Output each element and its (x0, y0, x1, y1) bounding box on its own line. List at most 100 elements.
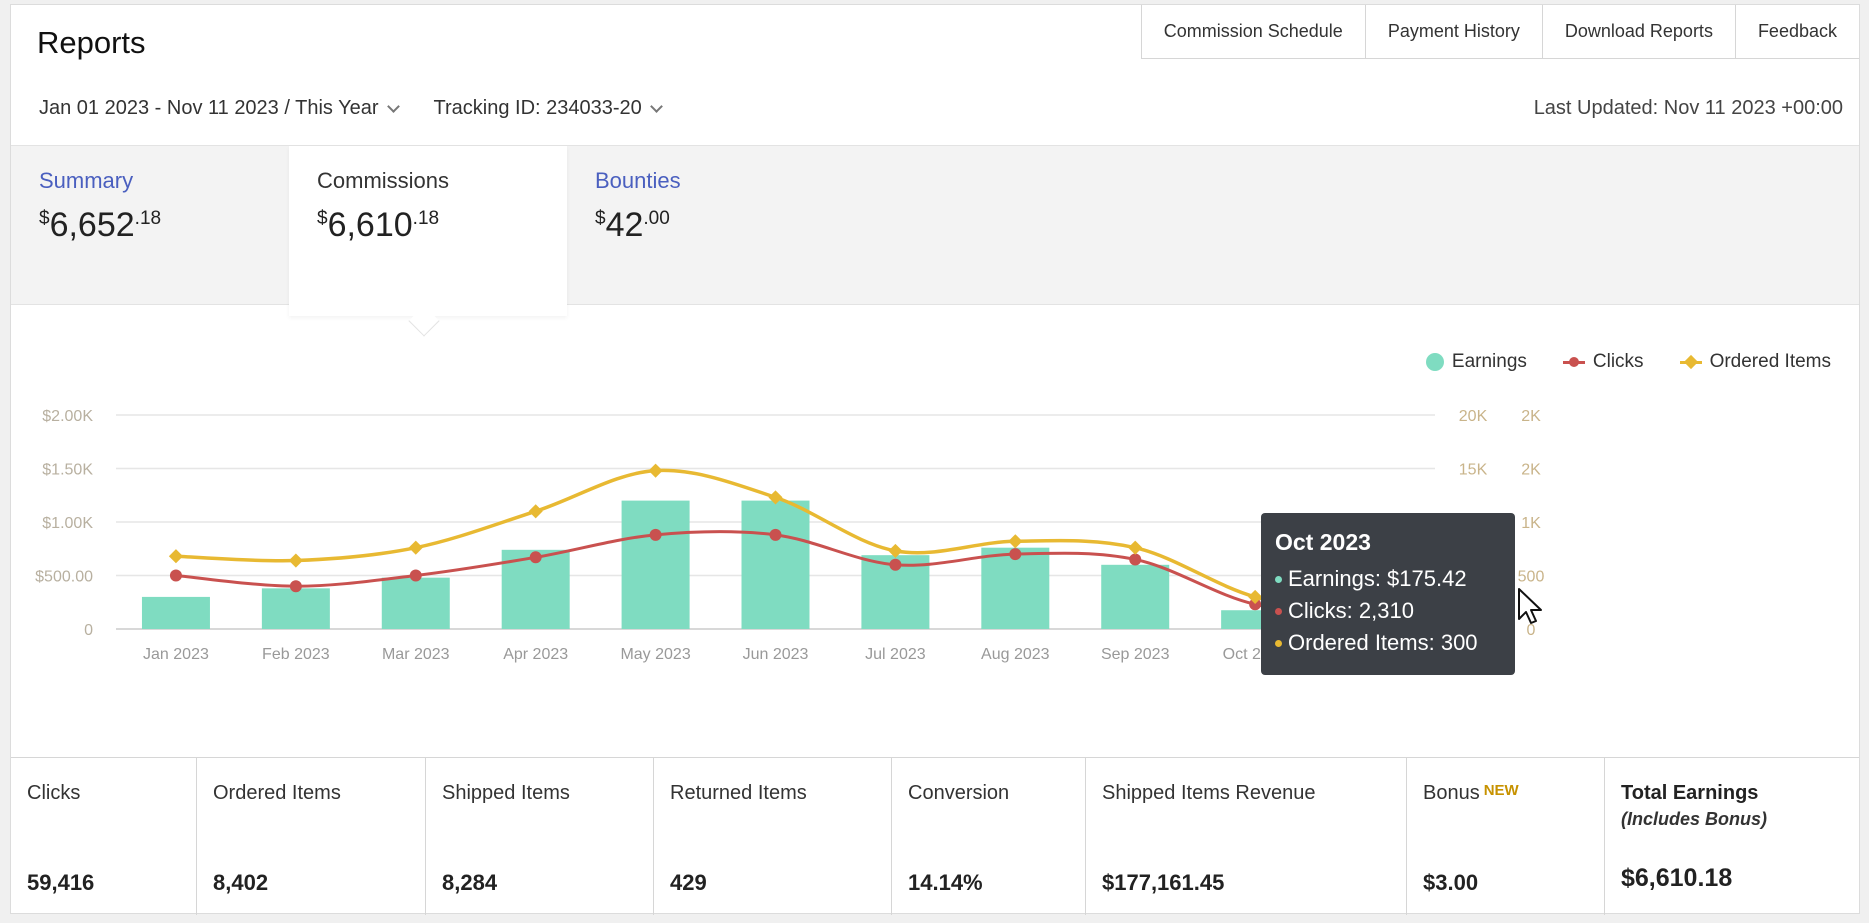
ordered-items-point (168, 549, 184, 564)
stat-total-earnings: Total Earnings (Includes Bonus) $6,610.1… (1605, 758, 1859, 915)
y-right-items-tick-label: 1K (1521, 515, 1541, 532)
y-right-items-tick-label: 2K (1521, 408, 1541, 425)
tab-bounties[interactable]: Bounties $ 42 .00 (567, 146, 845, 306)
tracking-id-label: Tracking ID: 234033-20 (433, 97, 642, 119)
stat-bonus-label-row: Bonus NEW (1423, 782, 1588, 805)
ordered-items-point (408, 540, 423, 555)
payment-history-link[interactable]: Payment History (1364, 5, 1542, 59)
clicks-point (529, 551, 542, 564)
stat-bonus: Bonus NEW $3.00 (1407, 758, 1605, 915)
stat-clicks-label: Clicks (27, 782, 81, 804)
earnings-bar (381, 577, 450, 629)
tab-summary-label: Summary (39, 168, 134, 193)
tooltip-ordered: Ordered Items: 300 (1288, 630, 1478, 655)
ordered-items-point (648, 463, 663, 478)
tab-commissions[interactable]: Commissions $ 6,610 .18 (289, 146, 567, 316)
legend-clicks-swatch (1562, 356, 1585, 367)
stat-total-sub: (Includes Bonus) (1621, 809, 1768, 829)
amount-whole: 6,610 (327, 206, 413, 244)
ordered-items-point (768, 490, 783, 505)
x-tick-label: Mar 2023 (382, 646, 450, 663)
new-badge: NEW (1483, 782, 1519, 799)
tracking-id-dropdown[interactable]: Tracking ID: 234033-20 (433, 97, 663, 120)
y-left-tick-label: $1.00K (42, 515, 93, 532)
stat-clicks-value: 59,416 (27, 870, 95, 895)
stat-total-value: $6,610.18 (1621, 864, 1733, 892)
stat-clicks: Clicks 59,416 (11, 758, 197, 915)
clicks-point (769, 528, 782, 541)
chevron-down-icon (386, 99, 400, 113)
legend-ordered-label: Ordered Items (1709, 351, 1831, 372)
legend-clicks[interactable]: Clicks (1562, 351, 1644, 373)
y-right-items-tick-label: 500 (1518, 569, 1545, 586)
currency-symbol: $ (39, 208, 50, 229)
ordered-items-point (1008, 534, 1023, 549)
x-tick-label: Feb 2023 (262, 646, 330, 663)
stat-revenue-value: $177,161.45 (1102, 870, 1225, 895)
y-right-clicks-tick-label: 20K (1459, 408, 1488, 425)
stat-ordered-items: Ordered Items 8,402 (197, 758, 426, 915)
clicks-point (649, 528, 662, 541)
date-range-dropdown[interactable]: Jan 01 2023 - Nov 11 2023 / This Year (39, 97, 400, 120)
legend-ordered-swatch (1679, 360, 1702, 364)
legend-ordered-items[interactable]: Ordered Items (1679, 351, 1831, 373)
stat-total-label: Total Earnings (1621, 782, 1759, 804)
tooltip-ordered-dot (1275, 639, 1282, 647)
stat-bonus-value: $3.00 (1423, 870, 1479, 895)
legend-clicks-label: Clicks (1592, 351, 1644, 372)
tab-bounties-label: Bounties (595, 168, 681, 193)
y-left-tick-label: $500.00 (35, 569, 93, 586)
x-tick-label: Sep 2023 (1101, 646, 1170, 663)
ordered-items-point (1248, 589, 1263, 604)
y-left-tick-label: 0 (84, 622, 93, 639)
amount-whole: 6,652 (49, 206, 135, 244)
currency-symbol: $ (317, 208, 328, 229)
clicks-point (1129, 553, 1142, 566)
feedback-link[interactable]: Feedback (1734, 5, 1859, 59)
stat-conversion-label: Conversion (908, 782, 1010, 804)
commission-schedule-link[interactable]: Commission Schedule (1140, 5, 1365, 59)
tab-summary[interactable]: Summary $ 6,652 .18 (11, 146, 289, 306)
stat-ordered-label: Ordered Items (213, 782, 341, 804)
tab-bounties-amount: $ 42 .00 (595, 206, 817, 245)
reports-card: Reports Commission Schedule Payment Hist… (10, 4, 1860, 915)
tooltip-clicks-dot (1275, 607, 1282, 615)
clicks-point (169, 569, 182, 582)
stat-returned-label: Returned Items (670, 782, 807, 804)
earnings-bar (981, 547, 1050, 629)
stat-conversion: Conversion 14.14% (892, 758, 1086, 915)
ordered-items-point (528, 504, 543, 519)
tabs-band: Summary $ 6,652 .18 Commissions $ 6,610 … (11, 145, 1859, 316)
earnings-bar (1101, 564, 1170, 629)
y-right-items-tick-label: 0 (1527, 622, 1536, 639)
stat-shipped-value: 8,284 (442, 870, 498, 895)
amount-cents: .18 (412, 208, 440, 229)
amount-whole: 42 (605, 206, 644, 244)
stat-conversion-value: 14.14% (908, 870, 983, 895)
y-right-items-tick-label: 2K (1521, 462, 1541, 479)
stat-shipped-label: Shipped Items (442, 782, 570, 804)
y-left-tick-label: $1.50K (42, 462, 93, 479)
x-tick-label: Jun 2023 (743, 646, 809, 663)
top-links: Commission Schedule Payment History Down… (1140, 5, 1859, 59)
tooltip-earnings: Earnings: $175.42 (1288, 566, 1467, 591)
stat-shipped-items: Shipped Items 8,284 (426, 758, 654, 915)
legend-earnings-swatch (1425, 353, 1444, 371)
download-reports-link[interactable]: Download Reports (1541, 5, 1735, 59)
stat-ordered-value: 8,402 (213, 870, 269, 895)
stat-shipped-revenue: Shipped Items Revenue $177,161.45 (1086, 758, 1407, 915)
legend-earnings[interactable]: Earnings (1425, 351, 1527, 373)
ordered-items-point (288, 553, 303, 568)
clicks-point (1249, 598, 1262, 611)
mouse-pointer-icon (1518, 588, 1542, 624)
y-left-tick-label: $2.00K (42, 408, 93, 425)
tooltip-title: Oct 2023 (1275, 529, 1371, 555)
x-tick-label: Jan 2023 (143, 646, 209, 663)
earnings-bar (621, 500, 690, 629)
stat-returned-value: 429 (670, 870, 707, 895)
amount-cents: .18 (134, 208, 162, 229)
tooltip-ordered-row: Ordered Items: 300 (1275, 630, 1501, 656)
amount-cents: .00 (643, 208, 670, 229)
tooltip-earnings-row: Earnings: $175.42 (1275, 566, 1501, 592)
stat-revenue-label: Shipped Items Revenue (1102, 782, 1316, 804)
